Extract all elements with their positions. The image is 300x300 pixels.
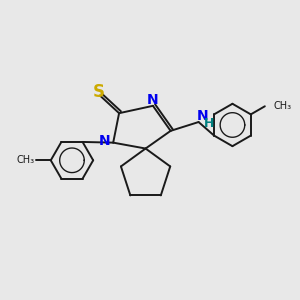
Text: CH₃: CH₃ — [16, 155, 34, 165]
Text: N: N — [196, 109, 208, 123]
Text: N: N — [99, 134, 111, 148]
Text: CH₃: CH₃ — [273, 101, 291, 111]
Text: S: S — [92, 83, 104, 101]
Text: H: H — [204, 117, 214, 130]
Text: N: N — [147, 93, 159, 107]
